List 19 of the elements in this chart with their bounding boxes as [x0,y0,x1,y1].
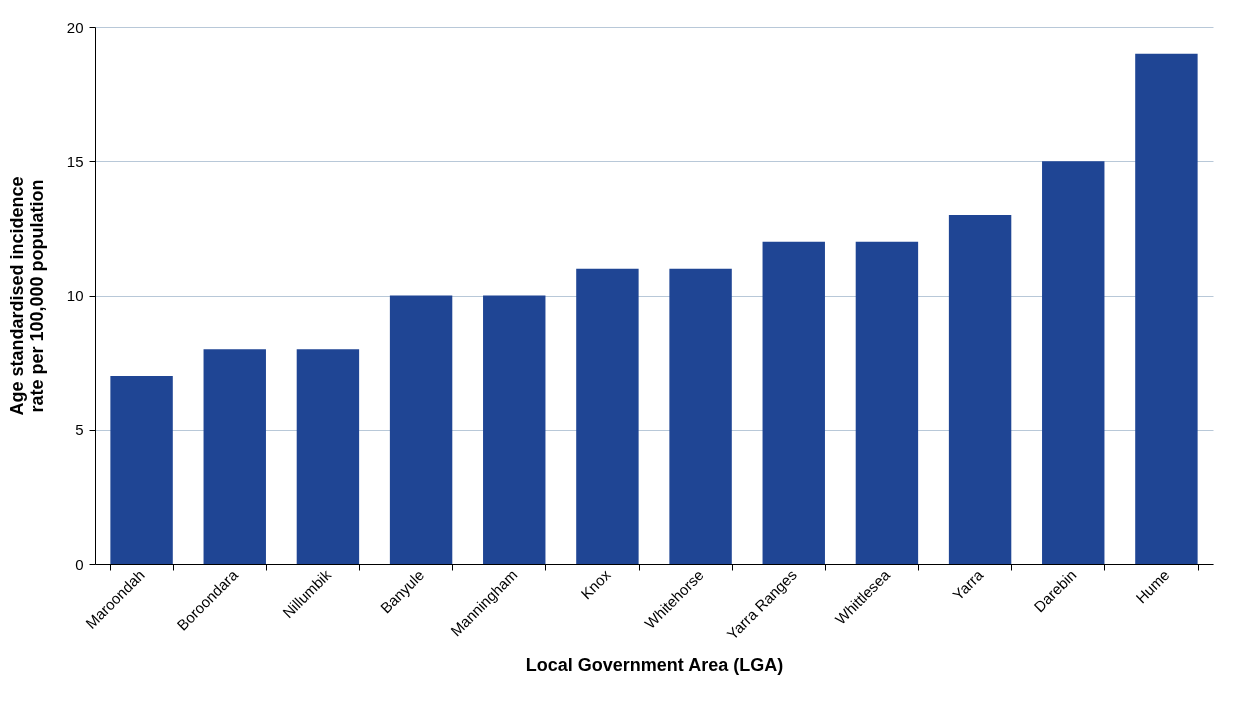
bar [483,295,546,564]
y-tick-label: 15 [66,152,84,170]
bar [389,295,453,564]
bar [669,268,732,564]
bar [576,268,639,564]
y-axis-title: Age standardised incidence rate per 100,000 population [6,176,47,416]
y-tick-label: 0 [75,555,84,573]
bar [1042,161,1105,564]
bar [762,241,825,564]
y-tick-label: 5 [75,421,84,439]
bar [203,349,266,564]
bar [948,214,1012,564]
bar [296,349,360,564]
bar [855,241,919,564]
y-tick-label: 20 [66,18,84,36]
bar [110,376,173,564]
bar [1135,53,1198,564]
x-axis-title: Local Government Area (LGA) [525,654,784,675]
y-tick-label: 10 [66,287,84,304]
